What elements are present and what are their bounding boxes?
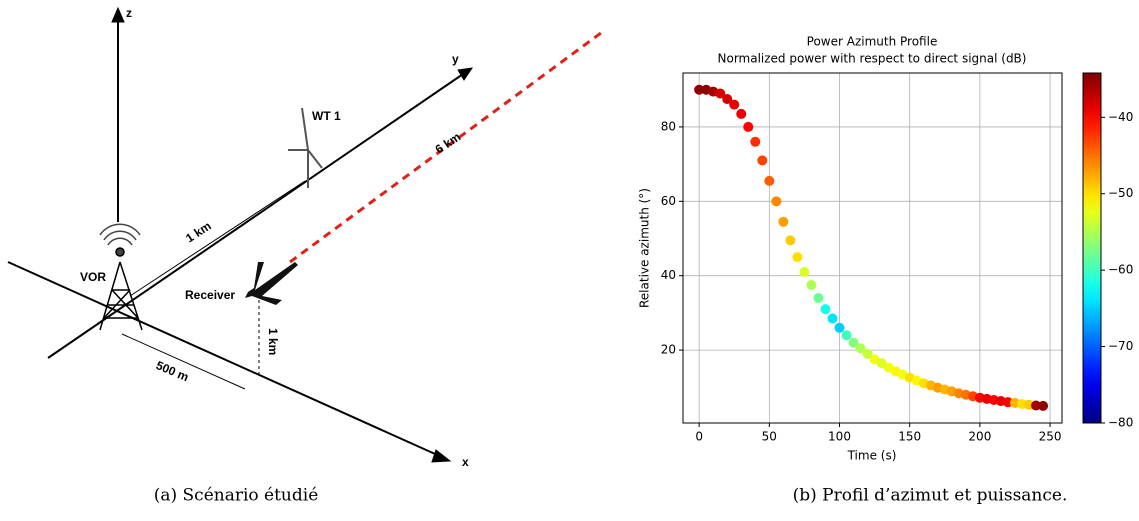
data-point [806, 280, 817, 291]
distance-arrow [129, 180, 306, 297]
x-tick-label: 200 [968, 430, 991, 444]
colorbar-tick-label: −40 [1108, 110, 1133, 124]
range-label: 6 km [433, 130, 464, 157]
x-tick-label: 100 [828, 430, 851, 444]
axis-label: y [452, 52, 459, 66]
data-point [834, 322, 845, 333]
caption: (a) Scénario étudié [154, 486, 319, 506]
colorbar-tick-label: −70 [1108, 339, 1133, 353]
distance-label: 1 km [183, 219, 214, 246]
y-tick-label: 40 [661, 268, 676, 282]
data-point [750, 136, 761, 147]
turbine-label: WT 1 [312, 109, 341, 123]
data-point [1038, 400, 1049, 411]
data-point [729, 99, 740, 110]
scenario-diagram [7, 6, 606, 463]
data-point [841, 330, 852, 341]
data-point [799, 266, 810, 277]
caption: (b) Profil d’azimut et puissance. [793, 486, 1068, 506]
beacon-label: VOR [80, 270, 106, 284]
x-tick-label: 0 [695, 430, 703, 444]
y-tick-label: 60 [661, 194, 676, 208]
x-axis-title: Time (s) [847, 449, 897, 463]
data-point [694, 84, 705, 95]
data-point [862, 348, 873, 359]
data-point [771, 196, 782, 207]
data-point [757, 155, 768, 166]
data-point [848, 337, 859, 348]
chart-title: Power Azimuth Profile [807, 35, 938, 49]
plot-area [683, 73, 1062, 423]
plot-frame [682, 72, 1063, 424]
y-axis [47, 71, 467, 359]
data-point [736, 108, 747, 119]
arrowhead [431, 449, 452, 463]
wind-turbine [288, 107, 323, 188]
axis-label: x [462, 455, 469, 469]
colorbar-tick-label: −60 [1108, 263, 1133, 277]
colorbar [1082, 72, 1102, 424]
data-point [722, 94, 733, 105]
vor-tower [99, 223, 143, 331]
data-point [820, 304, 831, 315]
x-tick-label: 50 [762, 430, 777, 444]
y-tick-label: 20 [661, 343, 676, 357]
altitude-label: 1 km [266, 328, 280, 355]
receiver-path [289, 28, 606, 264]
data-point [778, 216, 789, 227]
aircraft [245, 262, 298, 305]
arrowhead [457, 67, 474, 81]
data-point [785, 235, 796, 246]
axis-label: z [126, 6, 132, 20]
colorbar-tick-label: −80 [1108, 416, 1133, 430]
data-point [743, 121, 754, 132]
x-tick-label: 150 [898, 430, 921, 444]
offset-arrow [121, 333, 246, 390]
x-tick-label: 250 [1039, 430, 1062, 444]
data-point [827, 313, 838, 324]
data-point [792, 252, 803, 263]
y-tick-label: 80 [661, 119, 676, 133]
x-axis [7, 261, 445, 459]
data-point [715, 88, 726, 99]
data-point [813, 293, 824, 304]
data-point [855, 343, 866, 354]
chart-subtitle: Normalized power with respect to direct … [718, 52, 1027, 66]
y-axis-title: Relative azimuth (°) [638, 188, 652, 308]
receiver-label: Receiver [185, 288, 235, 302]
arrowhead [111, 6, 125, 23]
data-point [764, 175, 775, 186]
colorbar-tick-label: −50 [1108, 186, 1133, 200]
